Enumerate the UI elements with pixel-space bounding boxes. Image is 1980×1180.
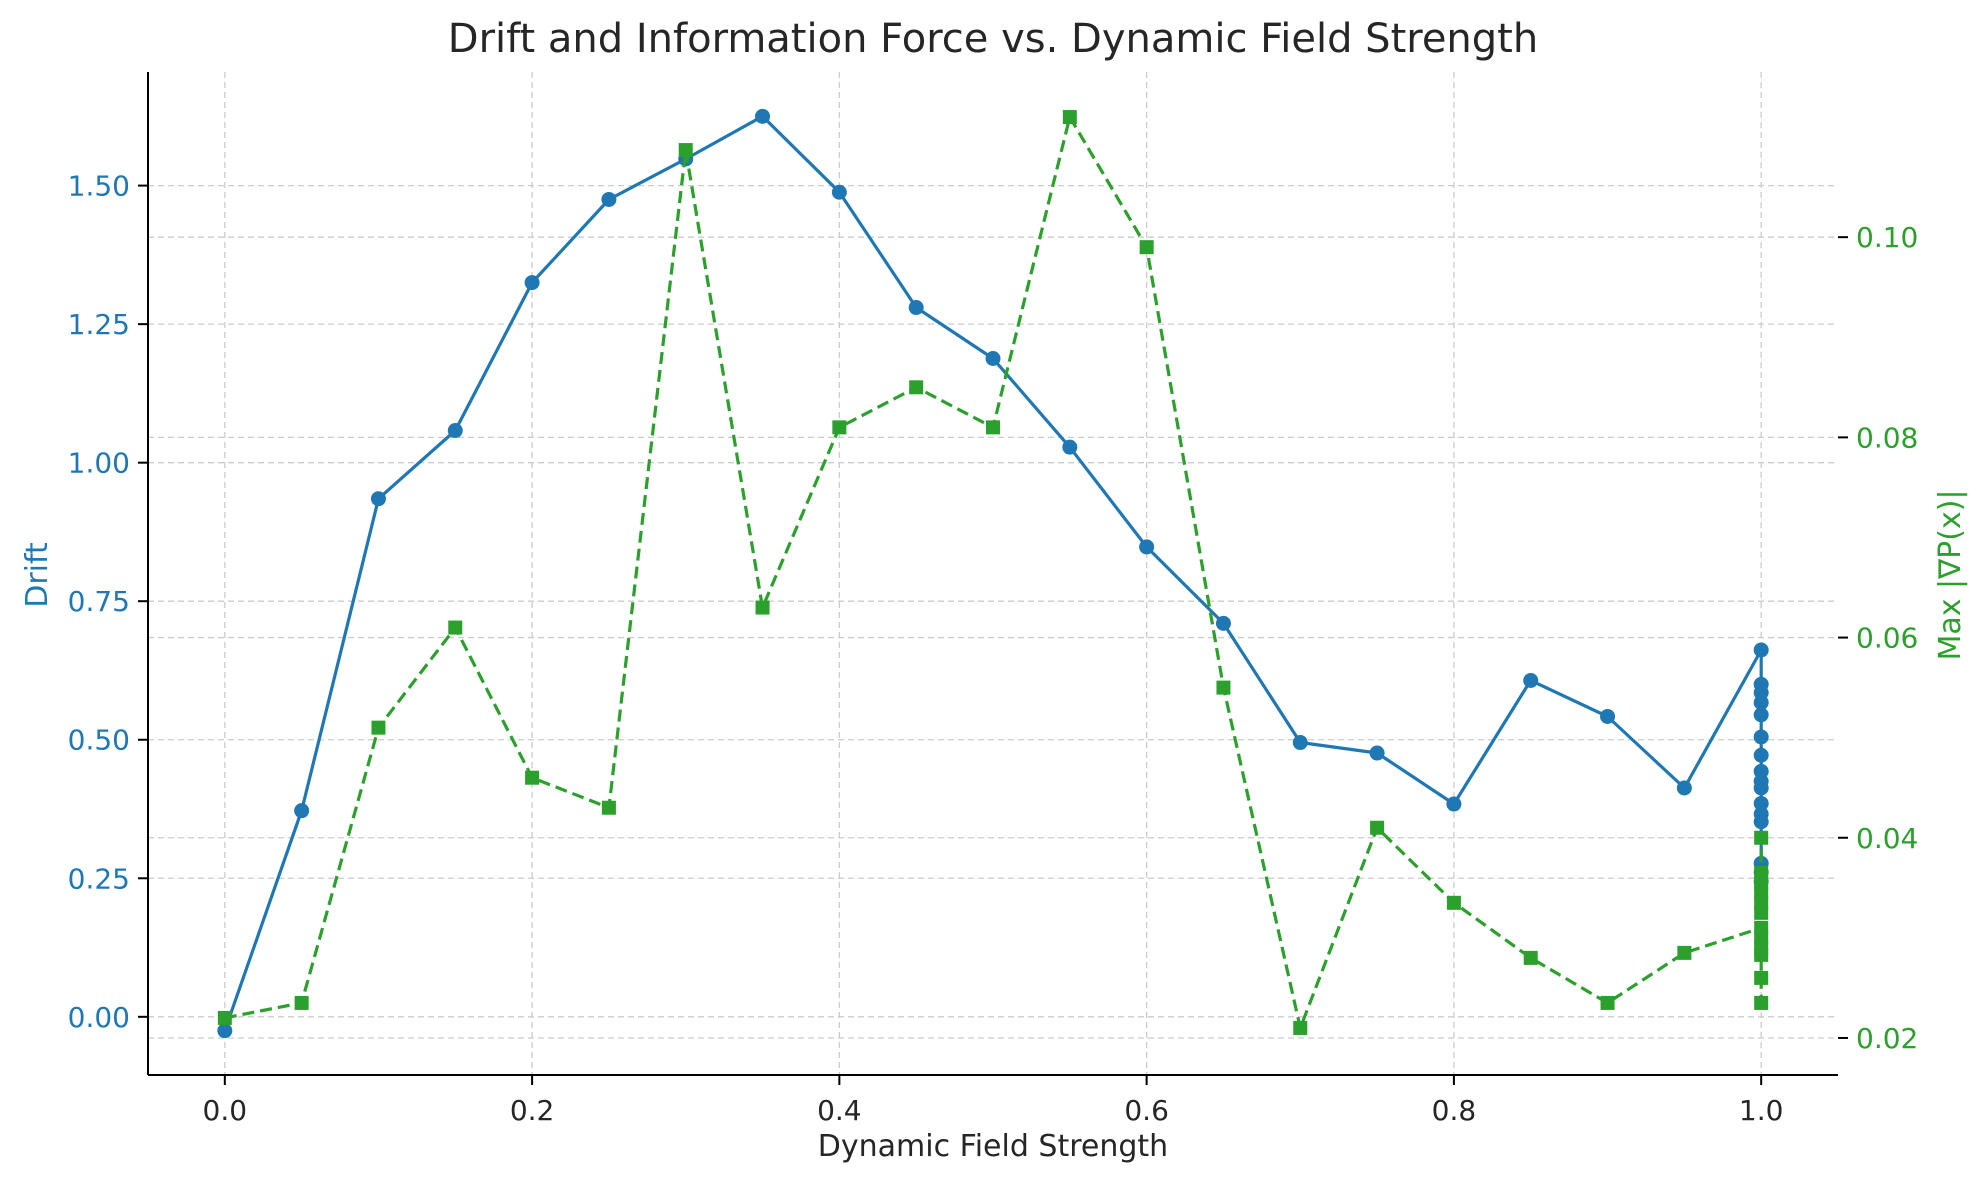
data-point-right [525, 770, 540, 785]
data-point-right [371, 720, 386, 735]
y-tick-label-right: 0.10 [1856, 221, 1918, 254]
data-point-right [294, 995, 309, 1010]
data-point-left [1753, 795, 1769, 811]
data-point-right [1600, 995, 1615, 1010]
data-point-right [986, 420, 1000, 435]
data-point-right [601, 800, 616, 815]
data-point-left [1139, 539, 1155, 555]
x-tick-label: 1.0 [1739, 1094, 1784, 1127]
data-point-right [1293, 1020, 1308, 1035]
data-point-left [1523, 672, 1539, 688]
data-point-left [1062, 439, 1078, 455]
y-tick-label-right: 0.06 [1856, 622, 1918, 655]
y-tick-label-right: 0.08 [1856, 421, 1918, 454]
data-point-right [1139, 240, 1154, 255]
y-tick-label-left: 1.50 [68, 170, 130, 203]
y-tick-label-left: 0.75 [68, 585, 130, 618]
x-tick-label: 0.4 [817, 1094, 862, 1127]
y-tick-label-left: 1.00 [68, 447, 130, 480]
x-tick-label: 0.0 [203, 1094, 248, 1127]
data-point-left [1446, 796, 1462, 812]
y-axis-label-left: Drift [20, 542, 55, 608]
y-tick-label-right: 0.02 [1856, 1022, 1918, 1055]
data-point-left [1369, 745, 1385, 761]
data-point-left [217, 1023, 233, 1039]
data-point-left [1753, 780, 1769, 796]
data-point-right [1677, 945, 1692, 960]
data-point-left [1753, 747, 1769, 763]
data-point-left [524, 275, 540, 291]
data-point-left [294, 803, 310, 819]
y-tick-label-left: 1.25 [68, 308, 130, 341]
data-point-right [1754, 830, 1769, 845]
data-point-right [1754, 947, 1769, 962]
data-point-left [985, 350, 1001, 366]
data-point-left [908, 300, 924, 316]
data-point-left [1215, 615, 1231, 631]
data-point-right [678, 143, 693, 158]
data-point-right [832, 420, 847, 435]
data-point-left [447, 423, 463, 439]
data-point-right [755, 600, 770, 615]
y-tick-label-left: 0.25 [68, 862, 130, 895]
data-point-left [755, 108, 771, 124]
data-point-left [831, 184, 847, 200]
axes-layer [147, 72, 1838, 1076]
data-point-right [448, 620, 463, 635]
data-point-right [1754, 995, 1769, 1010]
data-point-left [1753, 695, 1769, 711]
x-tick-label: 0.8 [1432, 1094, 1477, 1127]
data-point-right [1754, 905, 1769, 920]
x-axis-label: Dynamic Field Strength [818, 1129, 1168, 1164]
y-tick-label-left: 0.00 [68, 1001, 130, 1034]
y-axis-label-right: Max |∇P(x)| [1933, 489, 1968, 660]
series-line-right [224, 115, 1763, 1030]
tick-layer: 0.0 0.2 0.4 0.6 0.8 1.0 0.00 0.25 0.50 0.75 1.00 1.… [68, 170, 1919, 1127]
data-point-left [1753, 642, 1769, 658]
x-tick-label: 0.6 [1124, 1094, 1169, 1127]
data-point-left [1753, 814, 1769, 830]
data-point-right [1754, 970, 1769, 985]
data-point-right [1216, 680, 1231, 695]
chart-title: Drift and Information Force vs. Dynamic … [448, 16, 1538, 62]
data-point-left [1753, 729, 1769, 745]
grid-layer [148, 72, 1838, 1075]
data-point-left [1753, 707, 1769, 723]
data-point-left [601, 191, 617, 207]
series-line-left [223, 114, 1763, 1032]
data-point-right [909, 380, 924, 395]
x-tick-label: 0.2 [510, 1094, 555, 1127]
data-point-right [1446, 895, 1461, 910]
data-point-right [1370, 820, 1385, 835]
data-point-right [1062, 110, 1077, 125]
data-point-left [1292, 735, 1308, 751]
y-tick-label-left: 0.50 [68, 724, 130, 757]
y-tick-label-right: 0.04 [1856, 822, 1918, 855]
data-point-left [1600, 708, 1616, 724]
data-point-left [1676, 780, 1692, 796]
data-point-right [217, 1010, 232, 1025]
series-layer [217, 108, 1769, 1039]
data-point-left [370, 491, 386, 507]
data-point-right [1523, 950, 1538, 965]
